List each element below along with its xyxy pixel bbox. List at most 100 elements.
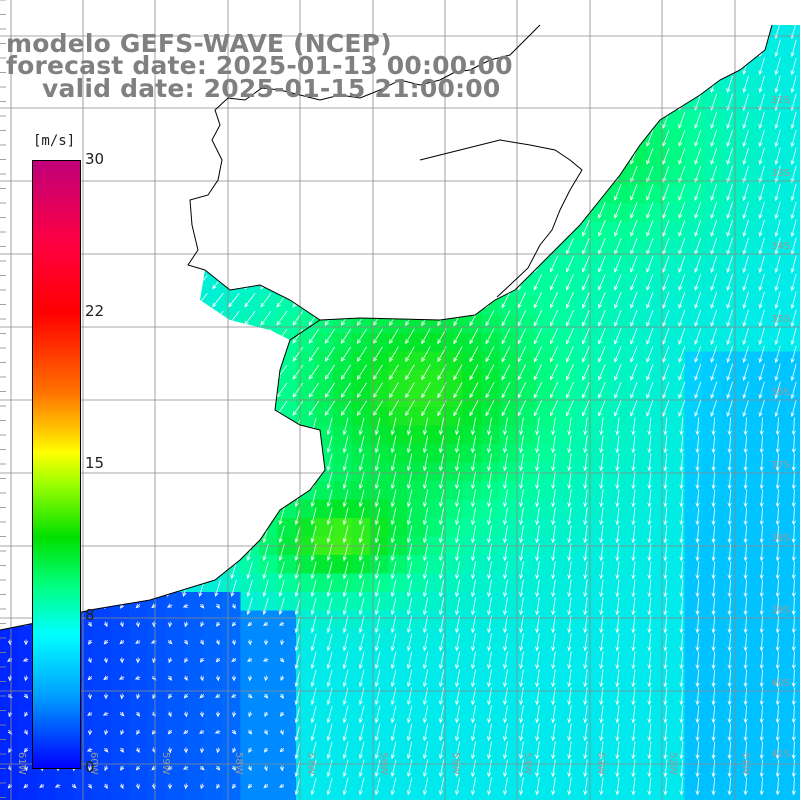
field-cell <box>795 592 800 612</box>
field-cell <box>592 314 612 334</box>
field-cell <box>721 758 741 778</box>
wind-arrow <box>599 417 604 436</box>
wind-arrow <box>711 453 716 472</box>
field-cell <box>351 333 371 353</box>
field-cell <box>592 444 612 464</box>
wind-arrow <box>469 382 479 399</box>
field-cell <box>573 296 593 316</box>
wind-arrow <box>614 399 622 417</box>
wind-arrow <box>373 400 383 416</box>
field-cell <box>259 629 279 649</box>
wind-arrow <box>614 291 622 309</box>
field-cell <box>277 777 297 797</box>
field-cell <box>777 592 797 612</box>
field-cell <box>703 499 723 519</box>
field-cell <box>333 610 353 630</box>
field-cell <box>740 185 760 205</box>
field-cell <box>370 592 390 612</box>
field-cell <box>277 703 297 723</box>
field-cell <box>407 388 427 408</box>
field-cell <box>740 129 760 149</box>
field-cell <box>462 462 482 482</box>
wind-arrow <box>726 255 733 273</box>
wind-arrow <box>614 183 622 201</box>
field-cell <box>795 740 800 760</box>
field-cell <box>795 407 800 427</box>
field-cell <box>407 666 427 686</box>
field-cell <box>555 647 575 667</box>
wind-arrow <box>310 543 317 562</box>
wind-arrow <box>582 328 590 345</box>
field-cell <box>425 481 445 501</box>
field-cell <box>333 518 353 538</box>
wind-arrow <box>566 256 574 273</box>
field-cell <box>573 407 593 427</box>
wind-arrow <box>551 507 556 526</box>
field-cell <box>55 721 75 741</box>
field-cell <box>314 666 334 686</box>
field-cell <box>666 647 686 667</box>
field-cell <box>314 370 334 390</box>
field-cell <box>592 388 612 408</box>
field-cell <box>148 777 168 797</box>
field-cell <box>499 740 519 760</box>
wind-arrow <box>358 471 365 490</box>
field-cell <box>610 721 630 741</box>
wind-arrow <box>694 327 702 345</box>
field-cell <box>684 518 704 538</box>
wind-arrow <box>390 489 397 508</box>
field-cell <box>74 666 94 686</box>
wind-arrow <box>727 471 732 490</box>
wind-arrow <box>599 453 604 472</box>
field-cell <box>721 610 741 630</box>
wind-arrow <box>615 471 620 490</box>
wind-arrow <box>358 489 365 508</box>
wind-arrow <box>422 543 429 562</box>
field-cell <box>444 758 464 778</box>
wind-arrow <box>583 435 588 454</box>
wind-arrow <box>678 381 686 399</box>
field-cell <box>296 647 316 667</box>
wind-arrow <box>421 328 431 345</box>
field-cell <box>296 740 316 760</box>
field-cell <box>111 666 131 686</box>
wind-arrow <box>758 147 765 165</box>
wind-arrow <box>519 525 524 544</box>
wind-arrow <box>694 147 702 165</box>
field-cell <box>721 166 741 186</box>
wind-arrow <box>582 400 590 417</box>
field-cell <box>666 351 686 371</box>
field-cell <box>388 666 408 686</box>
field-cell <box>721 351 741 371</box>
wind-arrow <box>662 309 670 327</box>
field-cell <box>499 314 519 334</box>
field-cell <box>185 795 205 800</box>
field-cell <box>481 314 501 334</box>
field-cell <box>92 758 112 778</box>
wind-arrow <box>791 471 796 490</box>
field-cell <box>203 777 223 797</box>
field-cell <box>462 481 482 501</box>
field-cell <box>351 499 371 519</box>
field-cell <box>370 777 390 797</box>
wind-arrow <box>774 309 781 328</box>
field-cell <box>721 777 741 797</box>
wind-arrow <box>324 400 336 416</box>
wind-arrow <box>758 345 765 363</box>
wind-arrow <box>758 183 765 201</box>
field-cell <box>795 647 800 667</box>
field-cell <box>37 629 57 649</box>
field-cell <box>610 684 630 704</box>
field-cell <box>333 425 353 445</box>
wind-arrow <box>743 489 748 508</box>
wind-arrow <box>647 525 652 544</box>
wind-arrow <box>453 346 463 363</box>
field-cell <box>0 647 20 667</box>
wind-arrow <box>533 382 543 399</box>
field-cell <box>203 647 223 667</box>
field-cell <box>740 444 760 464</box>
field-cell <box>444 573 464 593</box>
wind-arrow <box>742 399 749 417</box>
wind-arrow <box>501 292 511 309</box>
field-cell <box>610 740 630 760</box>
